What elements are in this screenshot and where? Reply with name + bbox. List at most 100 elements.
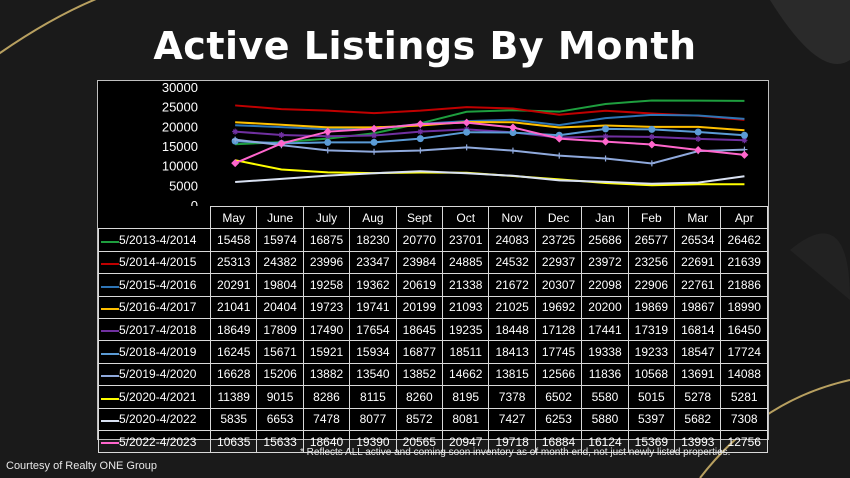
data-label: 8077 [349, 407, 397, 431]
data-label: 24532 [488, 250, 536, 275]
data-point [509, 129, 517, 137]
data-label: 20199 [395, 295, 444, 319]
data-label: 18649 [209, 317, 258, 342]
data-label: 26462 [720, 228, 768, 252]
data-label: 21093 [442, 295, 490, 319]
data-label: 18413 [488, 340, 536, 364]
x-tick-label: Nov [488, 205, 536, 230]
data-label: 20619 [395, 273, 444, 297]
data-label: 13815 [488, 362, 536, 387]
data-label: 24382 [256, 250, 304, 275]
data-point [648, 125, 656, 133]
series-line [234, 159, 745, 187]
data-label: 9015 [256, 385, 304, 409]
x-tick-label: Oct [442, 205, 490, 230]
series-line [235, 127, 745, 145]
data-point [371, 132, 378, 139]
x-tick-label: Apr [720, 205, 768, 230]
data-point [370, 124, 379, 133]
table-row: 5/2014-4/2015 25313 24382 23996 23347 23984 24… [98, 250, 768, 275]
data-label: 13852 [395, 362, 444, 387]
data-label: 7308 [720, 407, 768, 431]
data-label: 13540 [349, 362, 397, 387]
x-tick-label: May [209, 205, 258, 230]
credit-text: Courtesy of Realty ONE Group [6, 460, 158, 472]
data-label: 8195 [442, 385, 490, 409]
data-label: 5015 [627, 385, 676, 409]
data-label: 23347 [349, 250, 397, 275]
x-tick-label: Feb [627, 205, 676, 230]
data-point [602, 133, 609, 140]
data-label: 7478 [302, 407, 351, 431]
data-label: 6502 [534, 385, 583, 409]
legend-key [101, 370, 119, 380]
data-point [232, 136, 239, 143]
legend-label: 5/2019-4/2020 [119, 367, 197, 382]
series-line [235, 121, 745, 132]
data-label: 17745 [534, 340, 583, 364]
table-row: 5/2018-4/2019 16245 15671 15921 15934 16877 18… [98, 340, 768, 364]
series-line [235, 170, 745, 185]
data-label: 12756 [720, 429, 768, 454]
data-label: 13993 [674, 429, 722, 454]
data-label: 22906 [627, 273, 676, 297]
data-label: 11389 [209, 385, 258, 409]
table-row: 5/2015-4/2016 20291 19804 19258 19362 20619 21… [98, 273, 768, 297]
data-point [741, 137, 748, 144]
data-label: 24083 [488, 228, 536, 252]
legend-label: 5/2013-4/2014 [119, 233, 197, 248]
data-label: 18547 [674, 340, 722, 364]
data-label: 8572 [395, 407, 444, 431]
data-point [508, 123, 517, 132]
data-label: 15921 [302, 340, 351, 364]
data-point [277, 139, 286, 148]
legend-entry: 5/2022-4/2023 [98, 429, 211, 454]
data-label: 16875 [302, 228, 351, 252]
data-label: 19233 [627, 340, 676, 364]
legend-key [101, 258, 119, 268]
data-label: 5580 [581, 385, 629, 409]
data-label: 16814 [674, 317, 722, 342]
x-tick-label: Mar [674, 205, 722, 230]
data-point [324, 147, 331, 154]
y-tick-label: 15000 [162, 139, 198, 154]
legend-entry: 5/2017-4/2018 [98, 317, 211, 342]
x-tick-label: Sept [395, 205, 444, 230]
legend-key [101, 437, 119, 447]
data-label: 18990 [720, 295, 768, 319]
data-label: 15974 [256, 228, 304, 252]
data-label: 15934 [349, 340, 397, 364]
data-label: 15633 [256, 429, 304, 454]
data-label: 13882 [302, 362, 351, 387]
x-tick-label: Jan [581, 205, 629, 230]
legend-entry: 5/2019-4/2020 [98, 362, 211, 387]
data-label: 21041 [209, 295, 258, 319]
data-point [694, 128, 702, 136]
table-row: 5/2020-4/2022 5835 6653 7478 8077 8572 8081 742… [98, 407, 768, 431]
legend-entry: 5/2020-4/2022 [98, 407, 211, 431]
legend-entry: 5/2014-4/2015 [98, 250, 211, 275]
data-point [602, 155, 609, 162]
data-point [417, 128, 424, 135]
data-label: 7427 [488, 407, 536, 431]
legend-key [101, 415, 119, 425]
data-label: 18640 [302, 429, 351, 454]
table-row: 5/2016-4/2017 21041 20404 19723 19741 20199 21… [98, 295, 768, 319]
data-point [740, 131, 748, 139]
data-label: 16450 [720, 317, 768, 342]
data-label: 20291 [209, 273, 258, 297]
data-label: 20200 [581, 295, 629, 319]
chart: 0 5000 10000 15000 20000 25000 30000 May June Ju… [97, 80, 769, 454]
data-label: 19235 [442, 317, 490, 342]
legend-key [101, 303, 119, 313]
legend-key [101, 348, 119, 358]
table-row: 5/2020-4/2021 11389 9015 8286 8115 8260 8195 73… [98, 385, 768, 409]
data-point [416, 135, 424, 143]
x-tick-label: Aug [349, 205, 397, 230]
table-row: 5/2017-4/2018 18649 17809 17490 17654 18645 19… [98, 317, 768, 342]
data-label: 5880 [581, 407, 629, 431]
data-point [370, 138, 378, 146]
legend-key [101, 393, 119, 403]
data-label: 8286 [302, 385, 351, 409]
series-line [235, 99, 745, 146]
